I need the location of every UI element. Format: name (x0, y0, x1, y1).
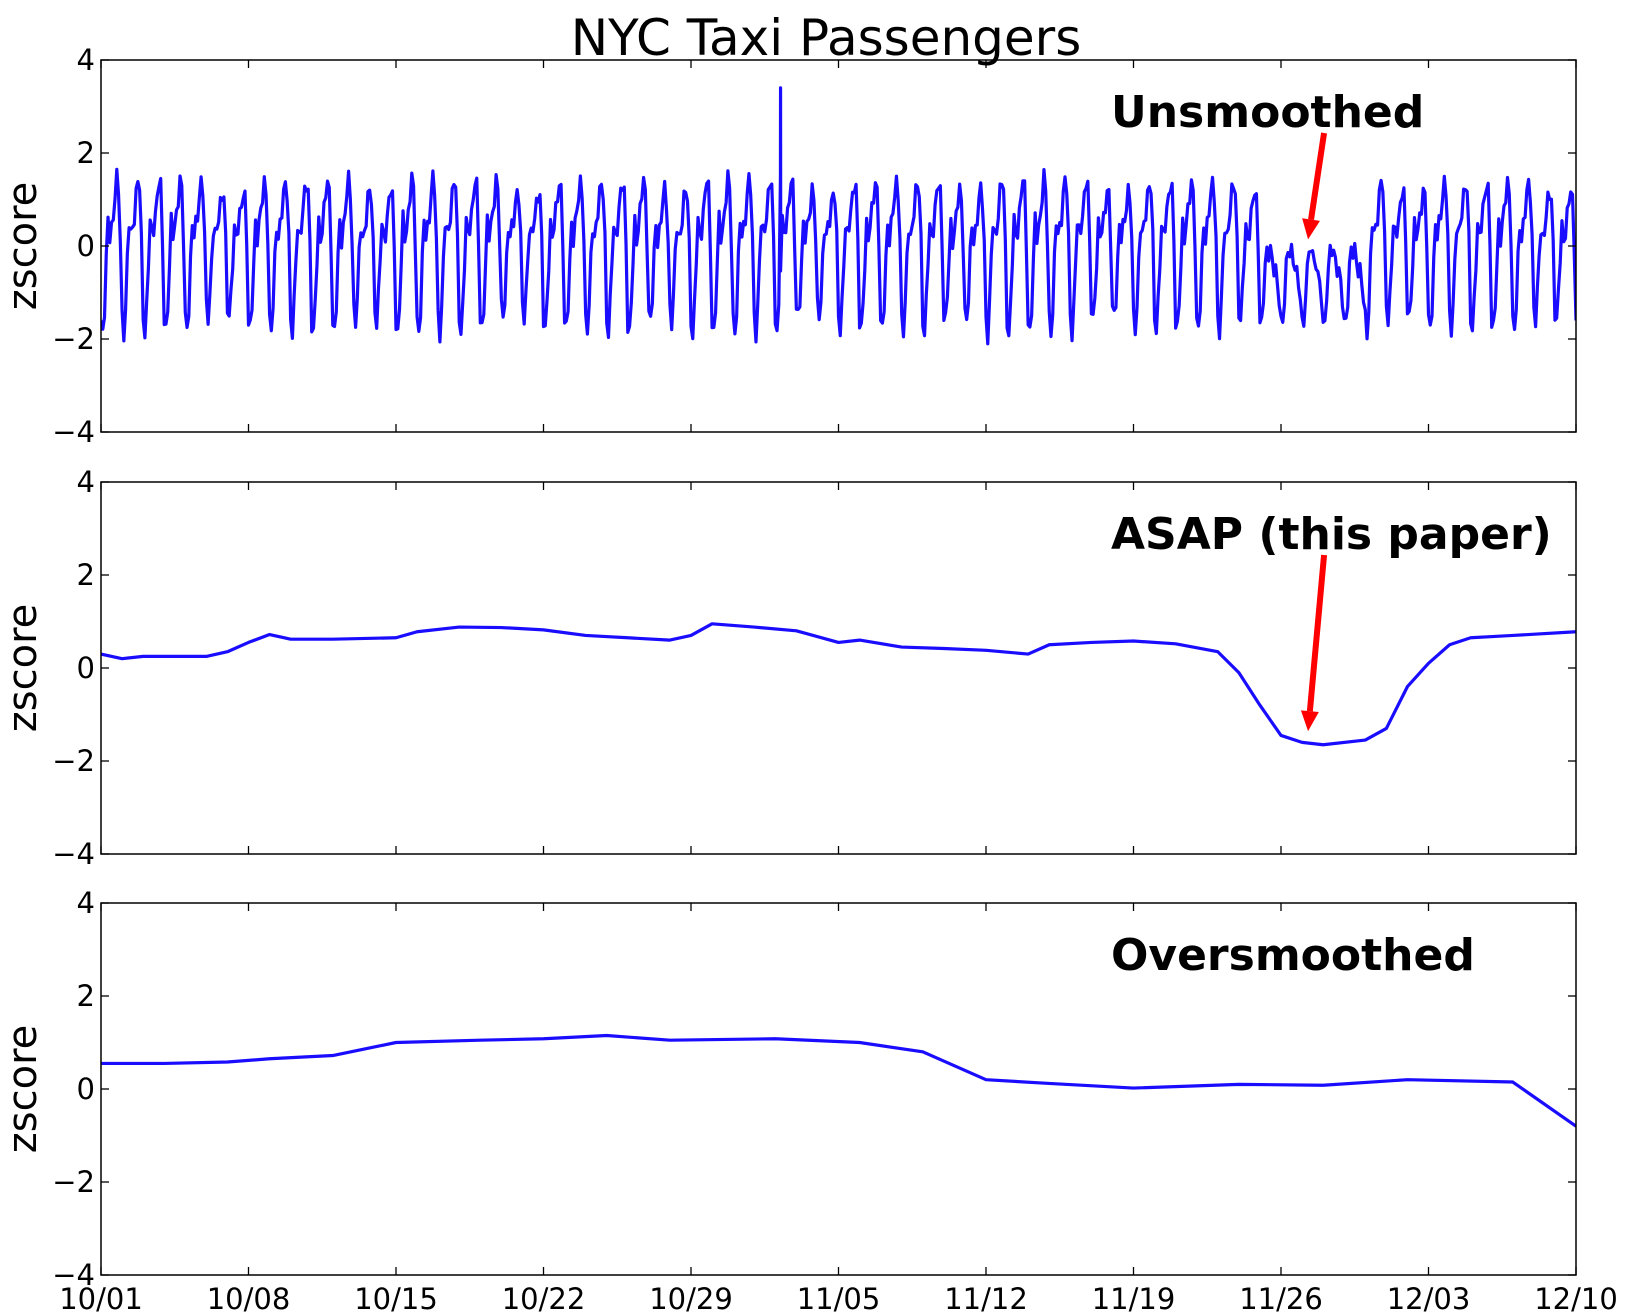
y-tick-label: −2 (52, 1165, 95, 1199)
y-tick-label: −4 (52, 1258, 95, 1292)
y-tick-label: 2 (77, 558, 95, 592)
y-tick-label: 0 (77, 1072, 95, 1106)
chart-panel-2: 4 2 0 −2 −4 zscore ASAP (this paper) (0, 465, 1577, 871)
y-tick-label: 4 (77, 886, 95, 920)
x-tick-label: 11/12 (944, 1282, 1028, 1314)
x-tick-label: 11/26 (1239, 1282, 1323, 1314)
x-tick-label: 10/29 (649, 1282, 733, 1314)
chart-panel-3: 4 2 0 −2 −410/01 10/08 10/15 10/22 10/29 11/05 11/… (0, 886, 1618, 1314)
arrow-head (1302, 218, 1320, 240)
y-tick-label: 2 (77, 979, 95, 1013)
x-tick-label: 10/15 (354, 1282, 438, 1314)
y-axis-label: zscore (0, 182, 46, 310)
y-tick-label: −2 (52, 744, 95, 778)
y-tick-label: 0 (77, 229, 95, 263)
panel-annotation: Unsmoothed (1111, 87, 1424, 138)
x-tick-label: 10/08 (207, 1282, 291, 1314)
y-tick-label: 2 (77, 136, 95, 170)
series-line (101, 622, 1576, 747)
x-tick-label: 11/05 (797, 1282, 881, 1314)
series-line (101, 86, 1576, 346)
y-axis-label: zscore (0, 1025, 46, 1153)
panel-annotation: ASAP (this paper) (1111, 509, 1552, 560)
y-tick-label: 0 (77, 651, 95, 685)
x-tick-label: 10/22 (502, 1282, 586, 1314)
panel-annotation: Oversmoothed (1111, 930, 1475, 981)
arrow-shaft (1306, 554, 1328, 712)
series-line (101, 1033, 1576, 1128)
x-tick-label: 12/10 (1534, 1282, 1618, 1314)
y-tick-label: −4 (52, 415, 95, 449)
arrow-head (1300, 710, 1319, 732)
arrow-shaft (1308, 132, 1328, 221)
y-axis-label: zscore (0, 604, 46, 732)
chart-title: NYC Taxi Passengers (571, 9, 1082, 67)
y-tick-label: 4 (77, 43, 95, 77)
x-tick-label: 10/01 (59, 1282, 143, 1314)
x-tick-label: 11/19 (1092, 1282, 1176, 1314)
x-tick-label: 12/03 (1387, 1282, 1471, 1314)
chart-panel-1: 4 2 0 −2 −4 zscore Unsmoothed (0, 43, 1577, 449)
y-tick-label: −2 (52, 322, 95, 356)
y-tick-label: −4 (52, 837, 95, 871)
y-tick-label: 4 (77, 465, 95, 499)
